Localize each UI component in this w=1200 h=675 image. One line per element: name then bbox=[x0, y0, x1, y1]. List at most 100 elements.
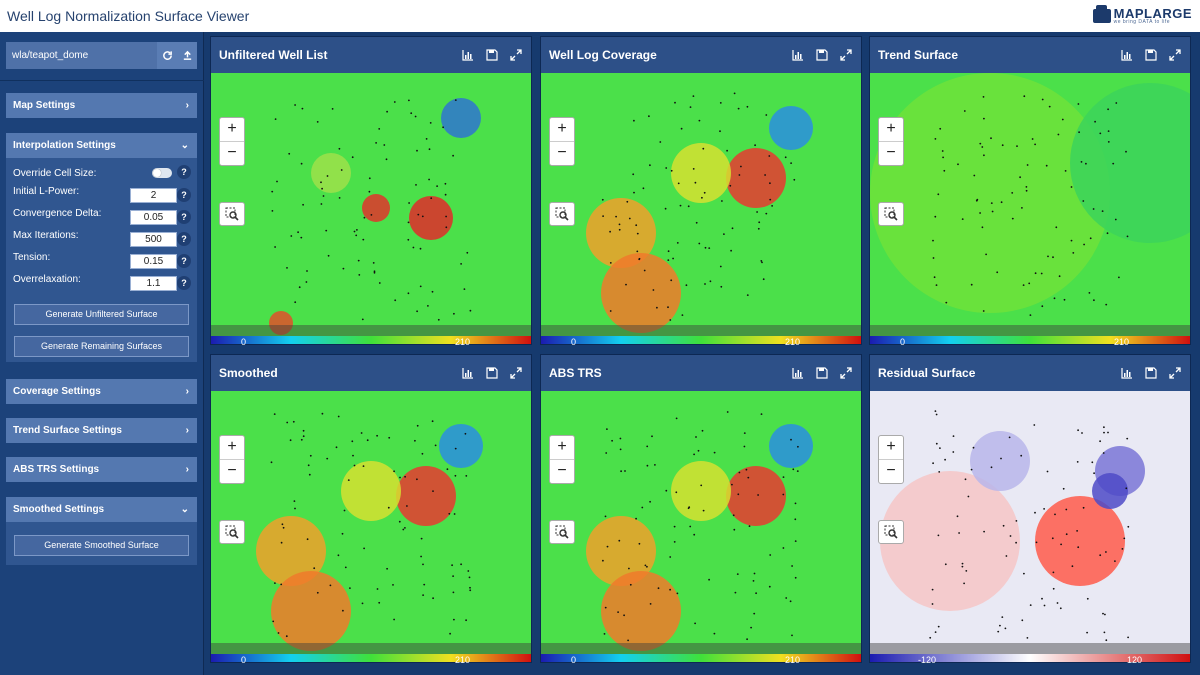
zoom-out-button[interactable]: − bbox=[557, 462, 567, 479]
well-point bbox=[1029, 604, 1032, 606]
well-point bbox=[445, 215, 447, 218]
interpolation-settings-header[interactable]: Interpolation Settings ⌄ bbox=[6, 133, 197, 158]
save-icon[interactable] bbox=[815, 48, 829, 62]
generate-smoothed-button[interactable]: Generate Smoothed Surface bbox=[14, 535, 189, 556]
zoom-box-icon[interactable] bbox=[219, 520, 245, 544]
well-point bbox=[1026, 164, 1029, 166]
zoom-in-button[interactable]: + bbox=[220, 436, 244, 460]
well-point bbox=[654, 464, 656, 466]
well-point bbox=[1093, 472, 1095, 475]
well-point bbox=[376, 434, 378, 437]
histogram-icon[interactable] bbox=[791, 48, 805, 62]
well-point bbox=[956, 515, 959, 518]
overrelaxation-input[interactable]: 1.1 bbox=[130, 276, 177, 291]
override-cell-size-toggle[interactable] bbox=[152, 168, 172, 178]
dataset-selector[interactable]: wla/teapot_dome bbox=[6, 42, 197, 69]
well-point bbox=[983, 154, 985, 157]
coverage-settings-header[interactable]: Coverage Settings › bbox=[6, 379, 197, 404]
zoom-out-button[interactable]: − bbox=[886, 144, 896, 161]
generate-unfiltered-button[interactable]: Generate Unfiltered Surface bbox=[14, 304, 189, 325]
abs-trs-settings-header[interactable]: ABS TRS Settings › bbox=[6, 457, 197, 482]
surface-map[interactable]: + − ibutors bbox=[541, 391, 861, 654]
zoom-in-button[interactable]: + bbox=[879, 436, 903, 460]
well-point bbox=[726, 411, 729, 413]
help-icon[interactable]: ? bbox=[177, 165, 191, 179]
histogram-icon[interactable] bbox=[461, 48, 475, 62]
trend-surface-settings-header[interactable]: Trend Surface Settings › bbox=[6, 418, 197, 443]
dataset-name[interactable]: wla/teapot_dome bbox=[12, 50, 89, 61]
well-point bbox=[758, 221, 761, 224]
max-iterations-input[interactable]: 500 bbox=[130, 232, 177, 247]
well-point bbox=[750, 626, 752, 629]
help-icon[interactable]: ? bbox=[177, 188, 191, 202]
map-settings-header[interactable]: Map Settings › bbox=[6, 93, 197, 118]
well-point bbox=[452, 575, 454, 577]
zoom-box-icon[interactable] bbox=[219, 202, 245, 226]
well-point bbox=[308, 473, 311, 476]
zoom-box-icon[interactable] bbox=[878, 520, 904, 544]
refresh-icon[interactable] bbox=[157, 42, 177, 69]
well-point bbox=[708, 247, 711, 250]
zoom-box-icon[interactable] bbox=[549, 520, 575, 544]
well-point bbox=[1023, 95, 1026, 98]
zoom-in-button[interactable]: + bbox=[220, 118, 244, 142]
well-point bbox=[378, 282, 381, 284]
save-icon[interactable] bbox=[485, 48, 499, 62]
save-icon[interactable] bbox=[1144, 366, 1158, 380]
smoothed-settings-header[interactable]: Smoothed Settings ⌄ bbox=[6, 497, 197, 522]
histogram-icon[interactable] bbox=[1120, 48, 1134, 62]
colorbar-max: 210 bbox=[455, 655, 471, 665]
surface-map[interactable]: + − Powered by MapLarge | © OpenStreetMa… bbox=[541, 73, 861, 336]
well-point bbox=[651, 435, 653, 438]
help-icon[interactable]: ? bbox=[177, 276, 191, 290]
surface-map[interactable]: + − Powered by MapLarge | © OpenStreetMa… bbox=[870, 391, 1190, 654]
well-point bbox=[695, 221, 698, 224]
well-point bbox=[373, 271, 376, 274]
well-point bbox=[709, 280, 712, 283]
well-point bbox=[325, 229, 328, 232]
surface-map[interactable]: + − ibutors bbox=[211, 391, 531, 654]
surface-map[interactable]: + − MapLarge | © OpenStreetMap contribut… bbox=[211, 73, 531, 336]
well-point bbox=[609, 262, 612, 264]
colorbar-gradient bbox=[870, 654, 1190, 662]
zoom-out-button[interactable]: − bbox=[227, 144, 237, 161]
upload-icon[interactable] bbox=[177, 42, 197, 69]
zoom-box-icon[interactable] bbox=[878, 202, 904, 226]
zoom-out-button[interactable]: − bbox=[557, 144, 567, 161]
save-icon[interactable] bbox=[1144, 48, 1158, 62]
histogram-icon[interactable] bbox=[461, 366, 475, 380]
chevron-down-icon: ⌄ bbox=[180, 140, 189, 151]
zoom-out-button[interactable]: − bbox=[227, 462, 237, 479]
zoom-in-button[interactable]: + bbox=[879, 118, 903, 142]
expand-icon[interactable] bbox=[509, 48, 523, 62]
tension-input[interactable]: 0.15 bbox=[130, 254, 177, 269]
colorbar-min: 0 bbox=[241, 655, 247, 665]
help-icon[interactable]: ? bbox=[177, 210, 191, 224]
save-icon[interactable] bbox=[485, 366, 499, 380]
well-point bbox=[306, 270, 308, 272]
zoom-box-icon[interactable] bbox=[549, 202, 575, 226]
expand-icon[interactable] bbox=[839, 48, 853, 62]
expand-icon[interactable] bbox=[509, 366, 523, 380]
expand-icon[interactable] bbox=[1168, 48, 1182, 62]
histogram-icon[interactable] bbox=[1120, 366, 1134, 380]
zoom-in-button[interactable]: + bbox=[550, 436, 574, 460]
save-icon[interactable] bbox=[815, 366, 829, 380]
surface-map[interactable]: + − Powered by MapLarge | © OpenStreetMa… bbox=[870, 73, 1190, 336]
help-icon[interactable]: ? bbox=[177, 232, 191, 246]
well-point bbox=[423, 583, 426, 586]
zoom-in-button[interactable]: + bbox=[550, 118, 574, 142]
well-point bbox=[626, 200, 629, 203]
convergence-delta-input[interactable]: 0.05 bbox=[130, 210, 177, 225]
zoom-out-button[interactable]: − bbox=[886, 462, 896, 479]
histogram-icon[interactable] bbox=[791, 366, 805, 380]
help-icon[interactable]: ? bbox=[177, 254, 191, 268]
well-point bbox=[452, 591, 455, 594]
well-point bbox=[293, 500, 296, 502]
expand-icon[interactable] bbox=[1168, 366, 1182, 380]
generate-remaining-button[interactable]: Generate Remaining Surfaces bbox=[14, 336, 189, 357]
expand-icon[interactable] bbox=[839, 366, 853, 380]
panel-title: ABS TRS bbox=[549, 366, 602, 380]
initial-l-power-input[interactable]: 2 bbox=[130, 188, 177, 203]
well-point bbox=[385, 158, 388, 161]
